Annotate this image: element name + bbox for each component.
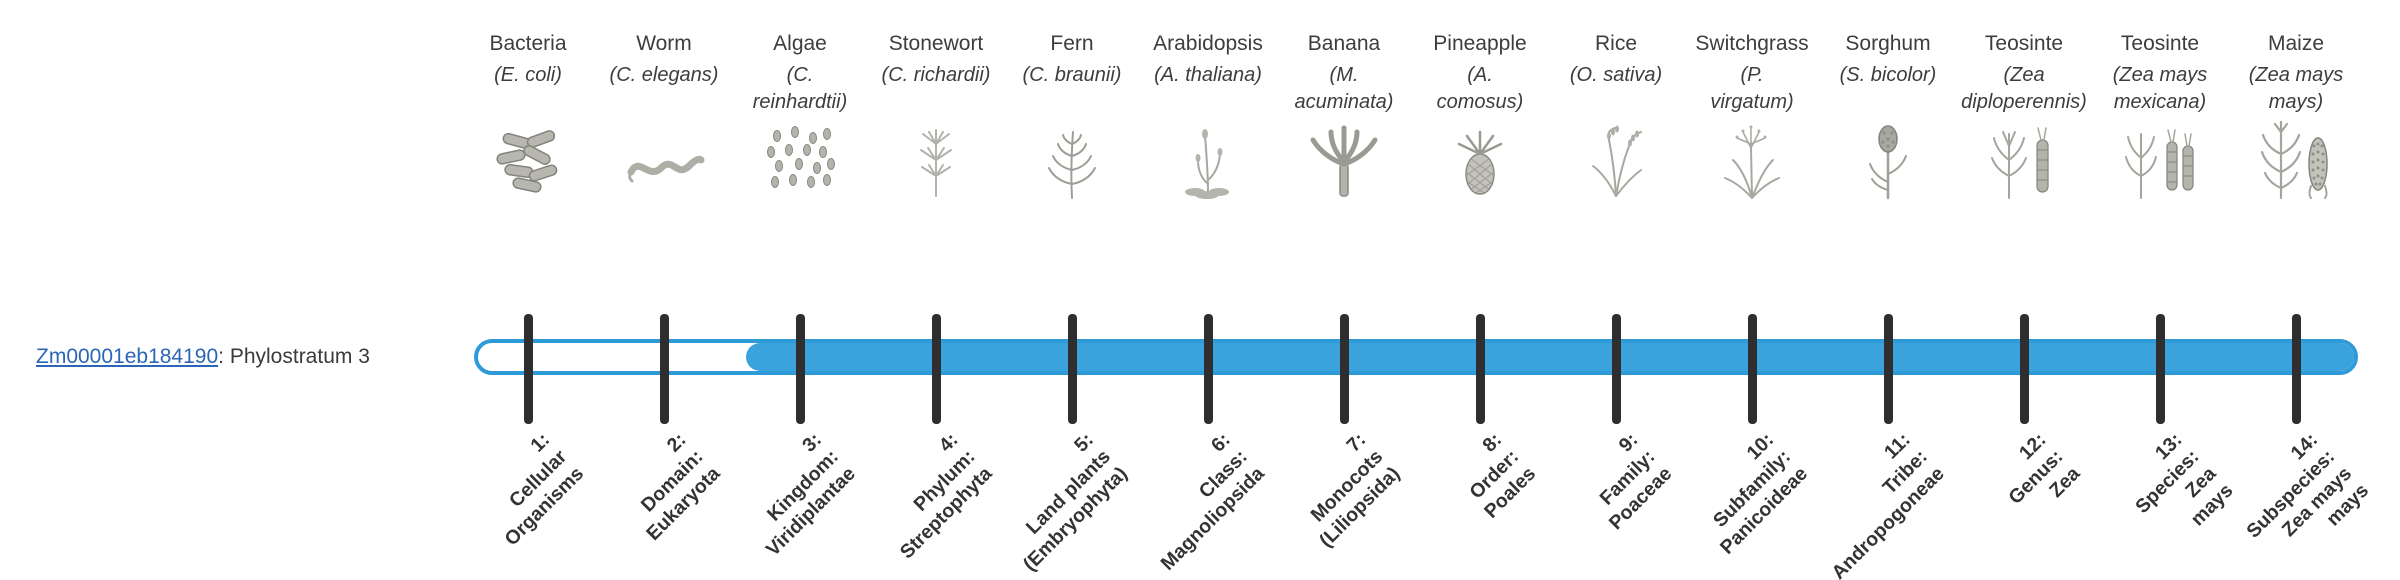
organism-column-teosinte-diploperennis: Teosinte (Zea diploperennis) xyxy=(1949,30,2099,200)
stonewort-icon xyxy=(890,120,982,200)
organism-common-name: Banana xyxy=(1307,32,1381,55)
organism-common-name: Algae xyxy=(773,32,827,55)
maize-icon xyxy=(2250,120,2342,200)
organism-common-name: Sorghum xyxy=(1845,32,1931,55)
organism-latin-name: (Zea mays mexicana) xyxy=(2112,64,2208,113)
organism-common-name: Arabidopsis xyxy=(1153,32,1263,55)
rice-icon xyxy=(1570,120,1662,200)
organism-common-name: Maize xyxy=(2267,32,2325,55)
organism-column-algae: Algae (C. reinhardtii) xyxy=(725,30,875,200)
organism-column-switchgrass: Switchgrass (P. virgatum) xyxy=(1677,30,1827,200)
teosinte-mexicana-icon xyxy=(2114,120,2206,200)
pineapple-icon xyxy=(1434,120,1526,200)
stratum-label-8: 8: Order: Poales xyxy=(1465,428,1541,523)
organism-column-sorghum: Sorghum (S. bicolor) xyxy=(1813,30,1963,200)
organism-common-name: Fern xyxy=(1050,32,1094,55)
tick-stratum-3 xyxy=(795,314,805,424)
organism-column-rice: Rice (O. sativa) xyxy=(1541,30,1691,200)
stratum-label-2: 2: Domain: Eukaryota xyxy=(636,428,725,545)
tick-stratum-2 xyxy=(659,314,669,424)
algae-icon xyxy=(754,120,846,200)
tick-stratum-5 xyxy=(1067,314,1077,424)
tick-stratum-9 xyxy=(1611,314,1621,424)
tick-stratum-8 xyxy=(1475,314,1485,424)
organism-column-stonewort: Stonewort (C. richardii) xyxy=(861,30,1011,200)
organism-latin-name: (O. sativa) xyxy=(1569,64,1663,86)
switchgrass-icon xyxy=(1706,120,1798,200)
organism-common-name: Teosinte xyxy=(2120,32,2200,55)
bacteria-icon xyxy=(482,120,574,200)
phylostratum-bar-track xyxy=(474,339,2358,375)
organism-common-name: Worm xyxy=(636,32,692,55)
organism-common-name: Stonewort xyxy=(888,32,984,55)
organism-latin-name: (P. virgatum) xyxy=(1710,64,1794,113)
organism-column-worm: Worm (C. elegans) xyxy=(589,30,739,200)
stratum-label-5: 5: Land plants (Embryophyta) xyxy=(1019,428,1133,576)
organism-common-name: Switchgrass xyxy=(1695,32,1809,55)
organism-column-arabidopsis: Arabidopsis (A. thaliana) xyxy=(1133,30,1283,200)
organism-common-name: Teosinte xyxy=(1984,32,2064,55)
phylostratum-text: : Phylostratum 3 xyxy=(218,345,370,368)
stratum-label-3: 3: Kingdom: Viridiplantae xyxy=(762,428,861,561)
gene-id-link[interactable]: Zm00001eb184190 xyxy=(36,345,219,368)
organism-column-teosinte-mexicana: Teosinte (Zea mays mexicana) xyxy=(2085,30,2235,200)
tick-stratum-11 xyxy=(1883,314,1893,424)
organism-latin-name: (A. thaliana) xyxy=(1154,64,1262,86)
organism-latin-name: (S. bicolor) xyxy=(1839,64,1937,86)
organism-column-banana: Banana (M. acuminata) xyxy=(1269,30,1419,200)
sorghum-icon xyxy=(1842,120,1934,200)
organism-common-name: Pineapple xyxy=(1433,32,1527,55)
phylostratum-bar-fill xyxy=(746,343,2354,371)
stratum-label-4: 4: Phylum: Streptophyta xyxy=(895,428,997,564)
worm-icon xyxy=(618,120,710,200)
tick-stratum-13 xyxy=(2155,314,2165,424)
stratum-label-7: 7: Monocots (Liliopsida) xyxy=(1306,428,1405,552)
teosinte-diploperennis-icon xyxy=(1978,120,2070,200)
tick-stratum-12 xyxy=(2019,314,2029,424)
fern-icon xyxy=(1026,120,1118,200)
tick-stratum-10 xyxy=(1747,314,1757,424)
organism-latin-name: (C. braunii) xyxy=(1022,64,1122,86)
organism-column-pineapple: Pineapple (A. comosus) xyxy=(1405,30,1555,200)
stratum-label-6: 6: Class: Magnoliopsida xyxy=(1156,428,1269,575)
tick-stratum-6 xyxy=(1203,314,1213,424)
gene-label: Zm00001eb184190: Phylostratum 3 xyxy=(36,345,370,369)
tick-stratum-4 xyxy=(931,314,941,424)
banana-icon xyxy=(1298,120,1390,200)
organism-column-fern: Fern (C. braunii) xyxy=(997,30,1147,200)
tick-stratum-14 xyxy=(2291,314,2301,424)
stratum-label-11: 11: Tribe: Andropogoneae xyxy=(1826,428,1949,580)
organism-latin-name: (Zea mays mays) xyxy=(2248,64,2344,113)
organism-column-maize: Maize (Zea mays mays) xyxy=(2221,30,2371,200)
organism-latin-name: (C. elegans) xyxy=(609,64,719,86)
organism-latin-name: (M. acuminata) xyxy=(1294,64,1394,113)
arabidopsis-icon xyxy=(1162,120,1254,200)
organism-latin-name: (C. richardii) xyxy=(881,64,991,86)
organism-column-bacteria: Bacteria (E. coli) xyxy=(453,30,603,200)
stratum-label-13: 13: Species: Zea mays xyxy=(2130,428,2238,531)
stratum-label-10: 10: Subfamily: Panicoideae xyxy=(1709,428,1813,559)
organism-latin-name: (A. comosus) xyxy=(1436,64,1524,113)
organism-latin-name: (C. reinhardtii) xyxy=(752,64,848,113)
stratum-label-9: 9: Family: Poaceae xyxy=(1595,428,1677,535)
organism-common-name: Bacteria xyxy=(489,32,567,55)
organism-latin-name: (Zea diploperennis) xyxy=(1961,64,2087,113)
organism-common-name: Rice xyxy=(1594,32,1637,55)
organism-latin-name: (E. coli) xyxy=(494,64,562,86)
stratum-label-14: 14: Subspecies: Zea mays mays xyxy=(2242,428,2374,543)
tick-stratum-7 xyxy=(1339,314,1349,424)
stratum-label-12: 12: Genus: Zea xyxy=(2004,428,2085,509)
tick-stratum-1 xyxy=(523,314,533,424)
stratum-label-1: 1: Cellular Organisms xyxy=(500,428,589,551)
